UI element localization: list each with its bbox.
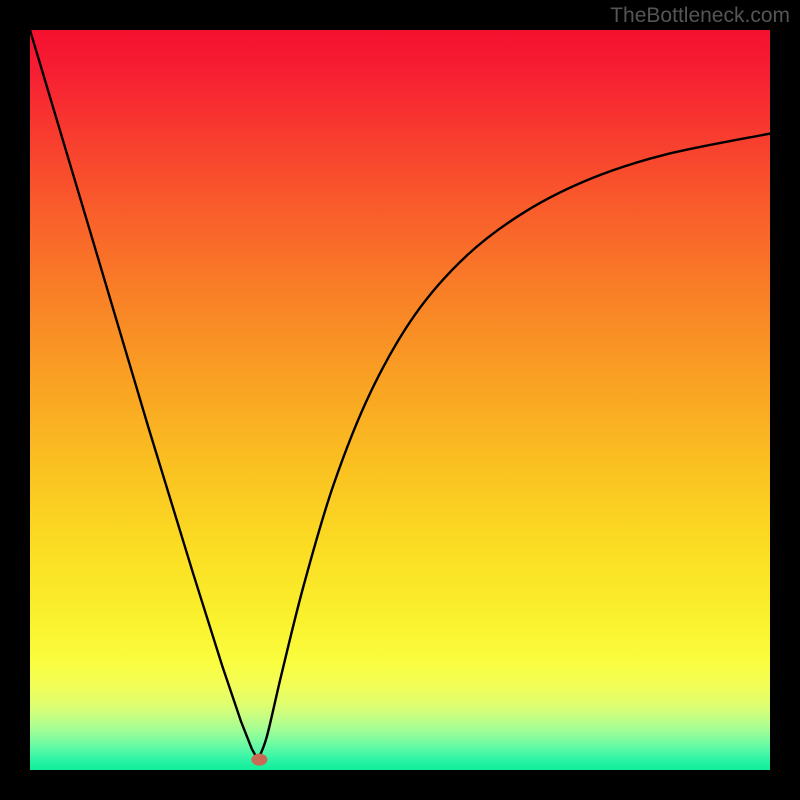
gradient-background	[30, 30, 770, 770]
attribution-text: TheBottleneck.com	[610, 4, 790, 28]
chart-container: TheBottleneck.com	[0, 0, 800, 800]
plot-area	[30, 30, 770, 770]
